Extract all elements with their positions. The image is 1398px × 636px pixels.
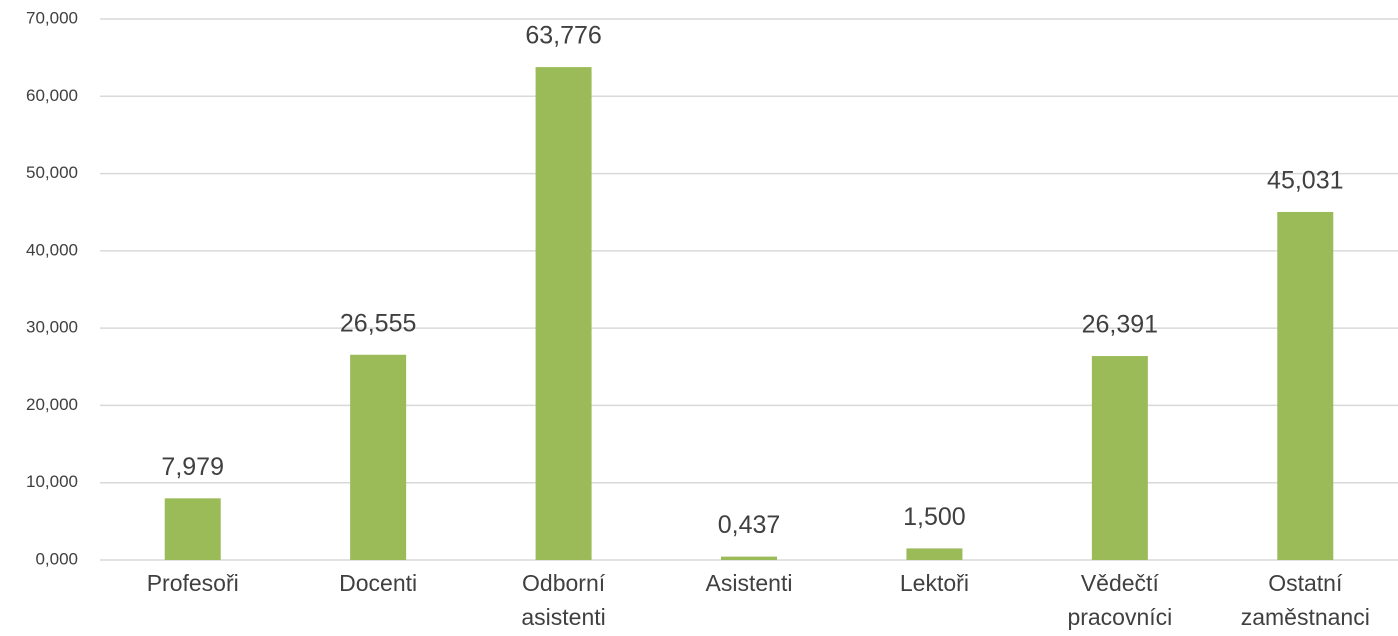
x-tick-label: Profesoři bbox=[147, 570, 239, 596]
bar bbox=[1277, 211, 1334, 560]
y-tick-label: 50,000 bbox=[26, 163, 78, 182]
y-tick-label: 0,000 bbox=[35, 549, 78, 568]
y-tick-label: 40,000 bbox=[26, 240, 78, 259]
data-label: 26,555 bbox=[340, 309, 416, 337]
bar bbox=[906, 548, 963, 560]
bar bbox=[535, 67, 592, 560]
y-tick-label: 20,000 bbox=[26, 395, 78, 414]
bar bbox=[1091, 356, 1148, 560]
x-tick-label: Odborní asistenti bbox=[521, 570, 605, 630]
y-tick-label: 30,000 bbox=[26, 318, 78, 337]
data-label: 0,437 bbox=[718, 511, 781, 539]
x-tick-label: Docenti bbox=[339, 570, 417, 596]
y-tick-label: 60,000 bbox=[26, 86, 78, 105]
bar bbox=[164, 498, 221, 560]
data-label: 45,031 bbox=[1267, 167, 1343, 195]
bar bbox=[350, 354, 407, 560]
x-tick-label: Asistenti bbox=[706, 570, 793, 596]
y-tick-label: 70,000 bbox=[26, 8, 78, 27]
x-tick-label: Lektoři bbox=[900, 570, 969, 596]
data-label: 1,500 bbox=[903, 503, 966, 531]
data-label: 63,776 bbox=[525, 22, 601, 50]
data-label: 26,391 bbox=[1082, 311, 1158, 339]
x-tick-label: Vědečtí pracovníci bbox=[1067, 570, 1172, 630]
bar bbox=[721, 556, 777, 560]
y-tick-label: 10,000 bbox=[26, 472, 78, 491]
x-tick-label: Ostatní zaměstnanci bbox=[1241, 570, 1370, 630]
data-label: 7,979 bbox=[161, 453, 224, 481]
